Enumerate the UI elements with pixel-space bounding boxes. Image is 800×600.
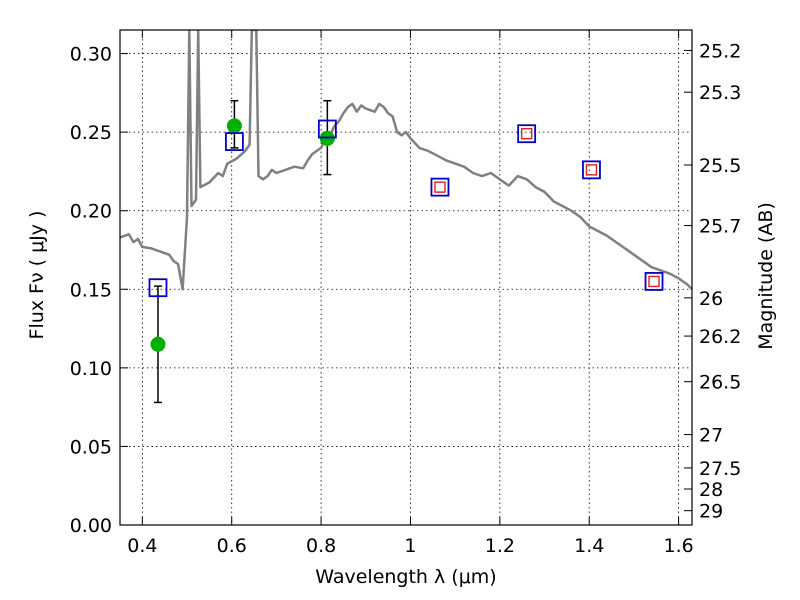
x-tick-label: 1.6 <box>663 535 693 557</box>
right-tick-label: 26.2 <box>699 326 741 348</box>
y-tick-label: 0.30 <box>70 44 112 66</box>
inner-red-square <box>648 275 660 288</box>
x-tick-label: 1 <box>404 535 416 557</box>
axes-frame <box>119 29 693 526</box>
y-tick-label: 0.05 <box>70 436 112 458</box>
right-tick-label: 25.7 <box>699 216 741 238</box>
y-tick-label: 0.00 <box>70 515 112 537</box>
x-tick-label: 1.4 <box>574 535 604 557</box>
inner-red-square <box>585 164 598 176</box>
y-tick-label: 0.10 <box>70 358 112 380</box>
x-tick-label: 1.2 <box>485 535 515 557</box>
right-tick-label: 25.5 <box>699 155 741 177</box>
observed-point <box>226 118 242 134</box>
right-axis-label: Magnitude (AB) <box>755 202 777 350</box>
plot-area <box>120 30 692 404</box>
y-axis-label: Flux Fν ( μJy ) <box>26 211 48 340</box>
x-tick-label: 0.6 <box>217 535 247 557</box>
x-tick-label: 0.4 <box>127 535 157 557</box>
model-square <box>517 124 537 144</box>
grid <box>120 30 692 526</box>
spectrum-line <box>120 30 692 291</box>
inner-red-square <box>434 181 446 193</box>
right-tick-label: 27 <box>699 425 723 447</box>
right-tick-label: 27.5 <box>699 458 741 480</box>
model-square <box>224 132 244 151</box>
y-axis-ticks: 0.00 0.05 0.10 0.15 0.20 0.25 0.30 <box>70 44 128 537</box>
x-tick-label: 0.8 <box>306 535 336 557</box>
model-square <box>317 119 337 139</box>
model-square <box>582 160 601 180</box>
x-axis-ticks: 0.4 0.6 0.8 1 1.2 1.4 1.6 <box>127 30 694 557</box>
model-square <box>430 177 450 197</box>
right-tick-label: 25.2 <box>699 40 741 62</box>
right-tick-label: 28 <box>699 479 723 501</box>
x-axis-label: Wavelength λ (μm) <box>315 566 496 588</box>
observed-point <box>150 336 166 352</box>
observed-point <box>319 130 335 146</box>
right-tick-label: 25.3 <box>699 82 741 104</box>
inner-red-square <box>520 128 533 140</box>
right-tick-label: 26 <box>699 288 723 310</box>
axes-border <box>119 29 693 526</box>
right-tick-label: 29 <box>699 501 723 523</box>
y-tick-label: 0.20 <box>70 201 112 223</box>
y-tick-label: 0.25 <box>70 122 112 144</box>
right-tick-label: 26.5 <box>699 372 741 394</box>
model-square <box>148 278 168 298</box>
y-tick-label: 0.15 <box>70 279 112 301</box>
model-square <box>644 272 664 291</box>
